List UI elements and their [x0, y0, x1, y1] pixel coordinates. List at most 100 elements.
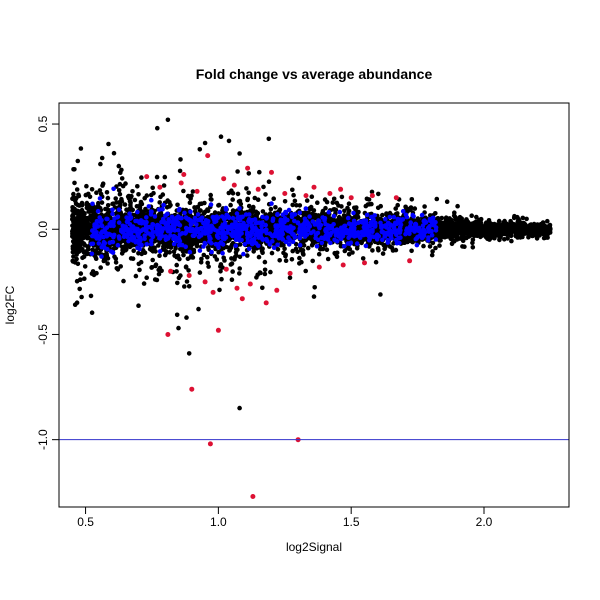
- background-point: [366, 197, 372, 202]
- background-point: [118, 264, 123, 269]
- background-point: [282, 199, 288, 204]
- background-point: [181, 188, 186, 194]
- background-point: [156, 271, 162, 277]
- background-point: [448, 226, 453, 232]
- background-point: [485, 224, 490, 230]
- background-point: [81, 211, 87, 217]
- background-point: [181, 252, 186, 258]
- background-point: [71, 167, 76, 172]
- background-point: [144, 275, 149, 281]
- background-point: [74, 245, 80, 250]
- background-point: [309, 194, 315, 199]
- background-point: [395, 202, 401, 208]
- background-point: [496, 218, 502, 224]
- background-point: [325, 256, 331, 262]
- background-point: [433, 245, 438, 251]
- background-point: [495, 231, 500, 236]
- background-point: [537, 225, 543, 231]
- background-point: [139, 201, 145, 207]
- background-point: [480, 224, 485, 229]
- background-point: [218, 262, 224, 267]
- background-point: [469, 213, 475, 218]
- background-point: [113, 196, 118, 201]
- background-point: [167, 199, 172, 205]
- background-point: [273, 205, 278, 210]
- background-point: [197, 208, 203, 213]
- background-point: [440, 223, 446, 228]
- background-point: [453, 231, 459, 236]
- background-point: [105, 256, 111, 261]
- background-point: [178, 157, 183, 162]
- background-point: [111, 150, 117, 156]
- background-point: [105, 203, 111, 208]
- background-point: [229, 256, 234, 261]
- background-point: [476, 224, 481, 229]
- background-point: [168, 244, 173, 250]
- background-point: [522, 231, 527, 236]
- background-point: [363, 203, 369, 209]
- background-point: [174, 312, 180, 318]
- background-point: [121, 219, 126, 225]
- background-point: [494, 222, 500, 228]
- background-point: [456, 222, 461, 227]
- background-point: [186, 284, 192, 289]
- background-point: [157, 200, 162, 205]
- background-point: [202, 209, 208, 215]
- background-point: [297, 255, 302, 261]
- background-point: [457, 216, 463, 221]
- background-point: [161, 241, 166, 246]
- background-point: [497, 227, 503, 232]
- background-point: [89, 187, 95, 192]
- background-point: [130, 256, 136, 262]
- background-point: [80, 246, 85, 252]
- background-point: [310, 258, 316, 264]
- background-point: [393, 206, 399, 211]
- background-point: [78, 146, 84, 151]
- background-point: [156, 267, 161, 273]
- background-point: [352, 205, 357, 211]
- background-point: [245, 253, 250, 258]
- background-point: [246, 171, 252, 176]
- background-point: [429, 252, 435, 258]
- background-point: [177, 256, 182, 262]
- background-point: [333, 207, 339, 213]
- background-point: [504, 222, 510, 228]
- background-point: [135, 184, 140, 189]
- background-point: [183, 265, 189, 270]
- background-point: [460, 244, 465, 249]
- background-point: [117, 181, 123, 187]
- background-point: [141, 281, 147, 286]
- background-point: [303, 210, 308, 216]
- background-point: [184, 222, 189, 227]
- background-point: [128, 205, 133, 210]
- background-point: [291, 192, 296, 198]
- background-point: [134, 204, 140, 209]
- background-point: [218, 269, 223, 274]
- background-point: [75, 158, 81, 164]
- background-point: [449, 237, 455, 242]
- background-point: [74, 278, 80, 284]
- background-point: [323, 240, 328, 246]
- background-point: [292, 198, 298, 204]
- background-point: [282, 246, 287, 252]
- background-point: [75, 233, 81, 238]
- background-point: [136, 192, 141, 197]
- background-point: [512, 213, 517, 219]
- background-point: [78, 271, 84, 276]
- background-point: [97, 188, 103, 193]
- background-point: [297, 203, 303, 208]
- background-point: [244, 186, 249, 191]
- background-point: [391, 241, 396, 246]
- background-point: [98, 191, 104, 197]
- background-point: [290, 248, 296, 254]
- background-point: [85, 244, 91, 249]
- background-point: [315, 200, 320, 205]
- background-point: [513, 230, 519, 236]
- background-point: [480, 230, 485, 235]
- background-point: [443, 215, 449, 220]
- background-point: [452, 210, 457, 215]
- background-point: [82, 231, 87, 236]
- background-point: [449, 232, 455, 238]
- background-point: [88, 293, 94, 299]
- background-point: [88, 213, 93, 218]
